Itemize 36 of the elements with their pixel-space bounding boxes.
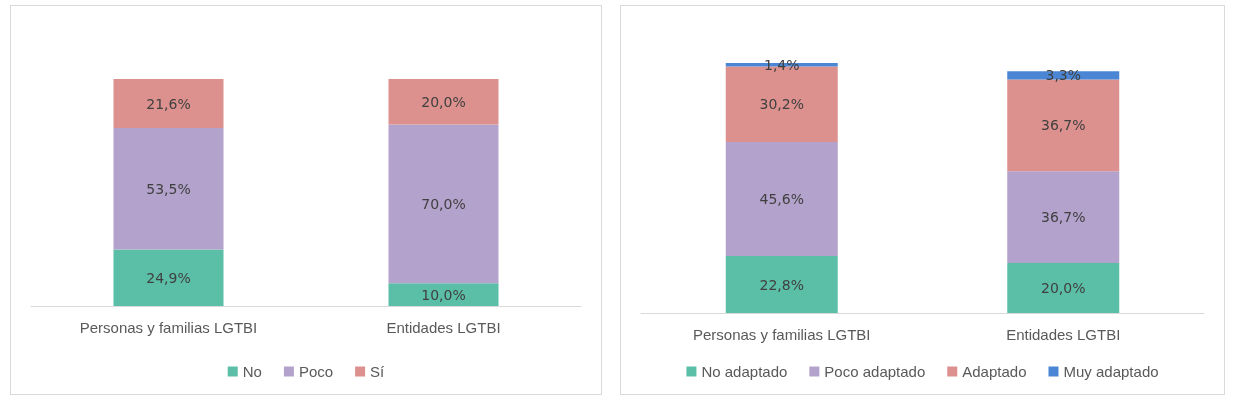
bar — [388, 79, 499, 125]
bar — [725, 142, 838, 256]
bar — [1007, 171, 1120, 263]
bar — [113, 128, 224, 250]
bar — [725, 256, 838, 313]
data-label: 36,7% — [1041, 117, 1086, 134]
data-label: 45,6% — [759, 191, 804, 207]
data-label: 36,7% — [1041, 209, 1086, 226]
data-label: 3,3% — [1045, 67, 1082, 84]
bar — [388, 283, 499, 306]
data-label: 20,0% — [1041, 280, 1086, 296]
x-tick-label: Personas y familias LGTBI — [79, 319, 258, 336]
x-tick-label: Entidades LGTBI — [1006, 326, 1121, 343]
data-label: 21,6% — [146, 95, 191, 112]
data-label: 22,8% — [759, 276, 804, 293]
legend-label: Sí — [370, 363, 386, 380]
x-tick-label: Personas y familias LGTBI — [692, 326, 871, 343]
bar — [388, 124, 499, 284]
legend-label: Poco — [298, 363, 334, 380]
data-label: 24,9% — [146, 269, 191, 286]
data-label: 30,2% — [759, 96, 804, 113]
bar — [113, 79, 224, 129]
data-label: 70,0% — [421, 195, 466, 212]
legend-label: Muy adaptado — [1063, 363, 1159, 380]
legend-label: No — [242, 363, 262, 380]
bar — [113, 249, 224, 306]
bar — [1007, 263, 1120, 313]
data-label: 10,0% — [421, 286, 466, 303]
bar — [1007, 71, 1120, 80]
x-tick-label: Entidades LGTBI — [386, 319, 501, 336]
legend-label: Adaptado — [962, 363, 1027, 380]
legend-label: No adaptado — [701, 363, 788, 380]
data-label: 1,4% — [763, 56, 800, 73]
data-label: 53,5% — [146, 180, 191, 197]
legend-label: Poco adaptado — [824, 363, 926, 380]
data-label: 20,0% — [421, 93, 466, 110]
